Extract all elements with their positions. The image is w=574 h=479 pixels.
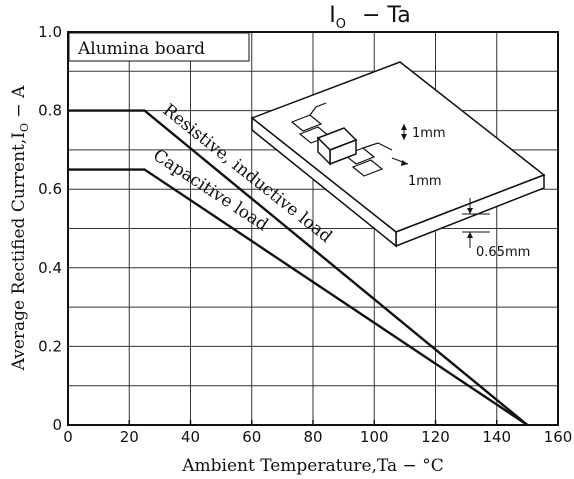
chart-title-sub: O (336, 17, 346, 32)
board-illustration: 1mm 1mm 0.65mm (250, 61, 546, 260)
x-tick-label: 160 (544, 428, 573, 446)
dim-thickness: 0.65mm (476, 245, 530, 260)
dim-pad-1: 1mm (412, 126, 446, 141)
series-lines (68, 109, 529, 426)
y-tick-label: 0.6 (38, 180, 62, 198)
board-label-box: Alumina board (68, 32, 250, 62)
x-tick-label: 40 (181, 428, 200, 446)
x-axis-label: Ambient Temperature,Ta − °C (181, 456, 443, 476)
series-line-1 (68, 168, 529, 426)
x-tick-label: 60 (242, 428, 261, 446)
y-axis-label: Average Rectified Current,IO − A (9, 85, 31, 371)
y-axis-label-sub: O (18, 123, 31, 132)
board-label: Alumina board (77, 39, 205, 59)
plot-frame (67, 31, 559, 426)
y-tick-label: 0 (52, 416, 62, 434)
y-axis-label-rest: − A (9, 85, 29, 123)
y-tick-label: 0.8 (38, 102, 62, 120)
chart-title-main: I (329, 3, 336, 28)
y-tick-label: 0.2 (38, 337, 62, 355)
pad-right-top (343, 147, 376, 165)
tick-labels: 0 20 40 60 80 100 120 140 160 0 0.2 0.4 0.6 0.8 1.0 (38, 23, 572, 446)
chart-title: IO − Ta (329, 3, 410, 32)
series-line-0 (68, 109, 529, 426)
x-tick-label: 0 (63, 428, 73, 446)
y-tick-label: 1.0 (38, 23, 62, 41)
pad-left-top (290, 114, 323, 132)
y-tick-label: 0.4 (38, 259, 62, 277)
x-tick-label: 100 (360, 428, 389, 446)
x-tick-label: 140 (482, 428, 511, 446)
chart-title-rest: − Ta (362, 3, 411, 28)
x-tick-label: 80 (303, 428, 322, 446)
dim-pad-2: 1mm (408, 174, 442, 189)
x-tick-label: 20 (120, 428, 139, 446)
y-axis-label-main: Average Rectified Current,I (9, 132, 29, 371)
pad-right-bottom (351, 159, 384, 177)
x-tick-label: 120 (421, 428, 450, 446)
